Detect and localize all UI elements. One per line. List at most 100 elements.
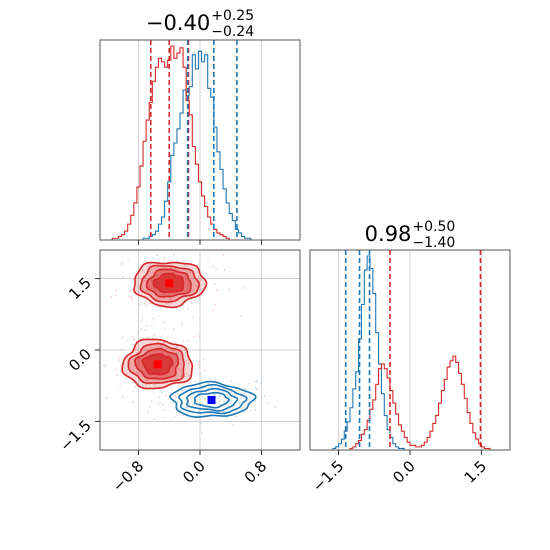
sample-point: [180, 375, 183, 377]
sample-point: [190, 279, 192, 282]
sample-point: [132, 401, 134, 404]
sample-point: [160, 390, 163, 392]
sample-point: [212, 265, 215, 268]
sample-point: [155, 290, 157, 292]
sample-point: [126, 373, 128, 375]
sample-point: [127, 258, 130, 261]
sample-point: [140, 373, 142, 375]
sample-point: [169, 298, 171, 301]
sample-point: [207, 391, 209, 394]
sample-point: [274, 406, 277, 408]
sample-point: [174, 395, 177, 398]
sample-point: [145, 325, 148, 327]
sample-point: [145, 383, 148, 386]
sample-point: [138, 358, 140, 361]
sample-point: [255, 388, 258, 391]
sample-point: [185, 360, 188, 362]
sample-point: [103, 364, 105, 367]
sample-point: [241, 396, 243, 399]
sample-point: [174, 416, 176, 418]
sample-point: [199, 279, 202, 282]
sample-point: [200, 413, 202, 416]
sample-point: [189, 271, 191, 273]
sample-point: [210, 413, 212, 416]
sample-point: [119, 385, 121, 387]
sample-point: [131, 299, 134, 301]
density-contour: [185, 387, 239, 412]
sample-point: [157, 341, 159, 344]
title-param1: 0.98+0.50 −1.40: [365, 219, 456, 251]
density-contour: [178, 384, 248, 415]
sample-point: [147, 411, 149, 413]
sample-point: [134, 385, 137, 388]
sample-point: [181, 323, 183, 326]
sample-point: [229, 391, 232, 393]
sample-point: [165, 302, 167, 305]
title-param0: −0.40+0.25 −0.24: [146, 8, 254, 40]
sample-point: [182, 414, 184, 417]
sample-point: [239, 402, 241, 404]
sample-point: [228, 396, 231, 398]
sample-point: [219, 400, 221, 402]
sample-point: [146, 290, 148, 293]
sample-point: [145, 348, 148, 351]
sample-point: [179, 358, 181, 360]
sample-point: [181, 390, 183, 392]
sample-point: [190, 245, 192, 247]
title-param1-main: 0.98: [365, 222, 412, 246]
sample-point: [144, 302, 146, 305]
sample-point: [118, 359, 121, 361]
sample-point: [256, 380, 258, 383]
sample-point: [201, 432, 203, 434]
sample-point: [149, 303, 151, 305]
title-param0-upper: +0.25: [211, 8, 254, 24]
sample-point: [191, 302, 193, 305]
sample-point: [193, 335, 195, 338]
sample-point: [138, 303, 141, 306]
sample-point: [183, 348, 186, 351]
marginal-histogram-param0: [99, 39, 301, 245]
sample-point: [163, 328, 166, 330]
sample-point: [235, 415, 237, 418]
sample-point: [172, 402, 175, 404]
sample-point: [170, 298, 172, 300]
sample-point: [224, 410, 227, 413]
sample-point: [245, 421, 247, 424]
sample-point: [165, 348, 168, 350]
sample-point: [201, 395, 204, 398]
sample-point: [132, 390, 135, 392]
sample-point: [237, 402, 240, 404]
sample-point: [185, 372, 188, 375]
sample-point: [126, 339, 129, 342]
sample-point: [175, 352, 178, 354]
sample-point: [154, 383, 157, 386]
sample-point: [184, 389, 186, 391]
sample-point: [223, 401, 225, 403]
x-tick-label: 0.0: [389, 457, 419, 487]
sample-point: [161, 391, 163, 394]
sample-point: [194, 285, 197, 288]
sample-point: [188, 402, 190, 405]
sample-point: [132, 278, 134, 281]
sample-point: [129, 290, 131, 292]
sample-point: [186, 340, 189, 342]
sample-point: [198, 360, 201, 363]
sample-point: [218, 394, 220, 397]
sample-point: [168, 355, 171, 357]
sample-point: [215, 268, 217, 271]
point-marker: [207, 396, 216, 404]
histogram-series-0: [100, 50, 300, 241]
sample-point: [204, 369, 206, 372]
sample-point: [228, 289, 230, 291]
x-tick-label: 1.5: [461, 457, 491, 487]
sample-point: [151, 325, 153, 328]
sample-point: [192, 244, 194, 246]
sample-point: [150, 400, 153, 402]
point-marker: [165, 279, 174, 288]
sample-point: [254, 387, 257, 389]
sample-point: [148, 265, 150, 268]
sample-point: [149, 263, 151, 266]
sample-point: [216, 289, 218, 291]
density-contour: [193, 391, 230, 409]
sample-point: [163, 321, 166, 323]
